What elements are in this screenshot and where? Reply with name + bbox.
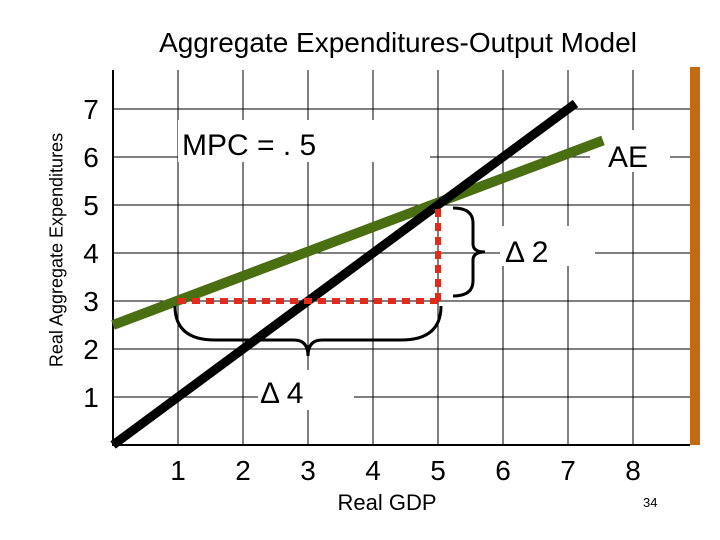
x-tick-label: 1 [170,455,186,486]
x-tick-label: 8 [625,455,641,486]
mpc-label-box [178,120,430,162]
x-tick-label: 5 [430,455,446,486]
delta-x-brace [173,305,443,357]
x-tick-label: 3 [300,455,316,486]
x-tick-label: 2 [235,455,251,486]
delta-y-label-box [500,226,595,266]
y-tick-label: 1 [83,382,99,413]
mpc-label: MPC = . 5 [182,129,316,162]
ae-label-box [590,130,670,172]
x-axis-label: Real GDP [337,490,437,515]
delta-x-label-box [258,370,354,410]
y-tick-label: 4 [83,238,99,269]
delta-y-brace [452,206,486,298]
delta-y-label: Δ 2 [505,236,548,269]
series-line-ae [111,135,605,330]
page-number: 34 [643,495,658,510]
x-tick-label: 4 [365,455,381,486]
x-tick-label: 7 [560,455,576,486]
chart-title: Aggregate Expenditures-Output Model [159,27,637,58]
series-line-45-degree [110,99,579,449]
y-tick-label: 3 [83,286,99,317]
accent-bar [690,67,700,445]
y-tick-label: 7 [83,94,99,125]
ae-series-label: AE [608,141,648,174]
y-tick-label: 5 [83,190,99,221]
y-tick-label: 2 [83,334,99,365]
y-tick-label: 6 [83,142,99,173]
delta-x-label: Δ 4 [260,377,303,410]
x-tick-label: 6 [495,455,511,486]
